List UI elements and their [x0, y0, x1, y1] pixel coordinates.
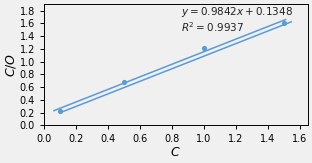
Point	[281, 22, 286, 24]
X-axis label: $C$: $C$	[170, 146, 181, 159]
Point	[201, 46, 206, 49]
Text: $y = 0.9842x + 0.1348$: $y = 0.9842x + 0.1348$	[181, 5, 293, 19]
Point	[57, 109, 62, 112]
Text: $R^2 = 0.9937$: $R^2 = 0.9937$	[181, 21, 244, 35]
Point	[121, 81, 126, 83]
Y-axis label: $C/O$: $C/O$	[4, 53, 18, 77]
